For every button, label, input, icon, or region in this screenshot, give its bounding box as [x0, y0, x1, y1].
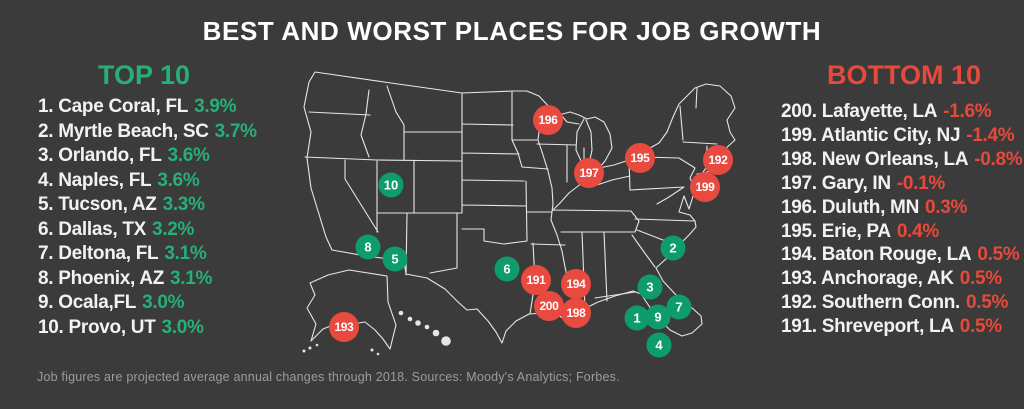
map-marker-8: 8: [355, 234, 381, 260]
map-marker-197: 197: [574, 158, 604, 188]
list-item-9: 9. Ocala,FL 3.0%: [38, 291, 257, 316]
us-map: 10 8 5 6 2 3 1 7 9 4 196 197 195 192 199 191 194 200 198 19…: [299, 62, 751, 368]
bottom10-heading: BOTTOM 10: [827, 60, 982, 90]
growth-value: 0.3%: [925, 196, 968, 218]
rank-and-place: 6. Dallas, TX: [38, 218, 147, 240]
map-marker-192: 192: [703, 145, 733, 175]
list-item-197: 197. Gary, IN -0.1%: [781, 172, 1022, 196]
growth-value: 3.2%: [152, 218, 195, 240]
growth-value: 0.5%: [966, 292, 1009, 314]
rank-and-place: 196. Duluth, MN: [781, 196, 920, 218]
growth-value: 3.3%: [162, 194, 205, 215]
list-item-193: 193. Anchorage, AK 0.5%: [781, 267, 1022, 291]
rank-and-place: 192. Southern Conn.: [781, 292, 961, 314]
map-marker-199: 199: [690, 172, 720, 202]
list-item-192: 192. Southern Conn. 0.5%: [781, 291, 1022, 315]
rank-and-place: 8. Phoenix, AZ: [38, 267, 165, 289]
rank-and-place: 2. Myrtle Beach, SC: [38, 120, 209, 142]
growth-value: 3.1%: [164, 243, 207, 264]
alaska-islands: [302, 343, 380, 356]
map-marker-196: 196: [533, 105, 563, 135]
list-item-191: 191. Shreveport, LA 0.5%: [781, 315, 1022, 339]
map-marker-7: 7: [666, 294, 692, 320]
map-marker-9: 9: [645, 304, 671, 330]
growth-value: -1.6%: [943, 101, 992, 122]
map-marker-194: 194: [561, 269, 591, 299]
growth-value: -1.4%: [966, 124, 1015, 146]
list-item-194: 194. Baton Rouge, LA 0.5%: [781, 243, 1022, 267]
top10-list: 1. Cape Coral, FL 3.9% 2. Myrtle Beach, SC…: [38, 95, 257, 340]
growth-value: 0.5%: [977, 244, 1020, 266]
rank-and-place: 3. Orlando, FL: [38, 145, 162, 166]
map-marker-6: 6: [494, 256, 520, 282]
list-item-199: 199. Atlantic City, NJ -1.4%: [781, 124, 1022, 148]
map-marker-2: 2: [660, 235, 686, 261]
rank-and-place: 198. New Orleans, LA: [781, 148, 969, 170]
list-item-1: 1. Cape Coral, FL 3.9%: [38, 95, 257, 120]
list-item-195: 195. Erie, PA 0.4%: [781, 220, 1022, 244]
list-item-196: 196. Duluth, MN 0.3%: [781, 196, 1022, 220]
list-item-10: 10. Provo, UT 3.0%: [38, 316, 257, 341]
footer-note: Job figures are projected average annual…: [37, 370, 620, 384]
page-title: BEST AND WORST PLACES FOR JOB GROWTH: [202, 16, 822, 46]
rank-and-place: 10. Provo, UT: [38, 316, 156, 338]
map-marker-200: 200: [534, 291, 564, 321]
growth-value: 0.5%: [959, 268, 1002, 290]
growth-value: 3.1%: [170, 267, 213, 289]
growth-value: -0.1%: [896, 172, 945, 194]
contiguous-us-outline: [303, 71, 736, 344]
map-marker-3: 3: [637, 274, 663, 300]
growth-value: 3.7%: [214, 120, 257, 142]
rank-and-place: 5. Tucson, AZ: [38, 194, 157, 215]
us-map-svg: [302, 71, 736, 356]
map-marker-4: 4: [646, 332, 672, 358]
rank-and-place: 4. Naples, FL: [38, 169, 152, 191]
list-item-200: 200. Lafayette, LA -1.6%: [781, 100, 1022, 124]
list-item-6: 6. Dallas, TX 3.2%: [38, 218, 257, 243]
map-marker-193: 193: [329, 312, 359, 342]
rank-and-place: 200. Lafayette, LA: [781, 101, 938, 122]
rank-and-place: 191. Shreveport, LA: [781, 316, 954, 338]
top10-heading: TOP 10: [98, 60, 191, 90]
rank-and-place: 195. Erie, PA: [781, 220, 891, 242]
bottom10-list: 200. Lafayette, LA -1.6% 199. Atlantic Cit…: [781, 100, 1023, 339]
map-marker-198: 198: [561, 298, 591, 328]
rank-and-place: 194. Baton Rouge, LA: [781, 244, 972, 266]
map-marker-10: 10: [378, 172, 404, 198]
map-marker-195: 195: [625, 143, 655, 173]
rank-and-place: 199. Atlantic City, NJ: [781, 124, 961, 146]
map-marker-5: 5: [382, 246, 408, 272]
growth-value: 3.9%: [194, 96, 237, 117]
map-marker-1: 1: [624, 305, 650, 331]
growth-value: 0.5%: [959, 316, 1002, 338]
list-item-5: 5. Tucson, AZ 3.3%: [38, 193, 257, 218]
rank-and-place: 197. Gary, IN: [781, 172, 891, 194]
rank-and-place: 9. Ocala,FL: [38, 292, 137, 313]
list-item-198: 198. New Orleans, LA -0.8%: [781, 148, 1023, 172]
list-item-7: 7. Deltona, FL 3.1%: [38, 242, 257, 267]
rank-and-place: 1. Cape Coral, FL: [38, 96, 189, 117]
map-marker-191: 191: [521, 265, 551, 295]
growth-value: 3.0%: [142, 292, 185, 313]
hawaii-islands: [398, 310, 451, 346]
growth-value: -0.8%: [974, 148, 1023, 170]
list-item-8: 8. Phoenix, AZ 3.1%: [38, 267, 257, 292]
rank-and-place: 193. Anchorage, AK: [781, 268, 954, 290]
growth-value: 3.6%: [157, 169, 200, 191]
list-item-4: 4. Naples, FL 3.6%: [38, 169, 257, 194]
list-item-3: 3. Orlando, FL 3.6%: [38, 144, 257, 169]
growth-value: 3.0%: [161, 316, 204, 338]
growth-value: 3.6%: [167, 145, 210, 166]
rank-and-place: 7. Deltona, FL: [38, 243, 159, 264]
growth-value: 0.4%: [896, 220, 939, 242]
list-item-2: 2. Myrtle Beach, SC 3.7%: [38, 120, 257, 145]
